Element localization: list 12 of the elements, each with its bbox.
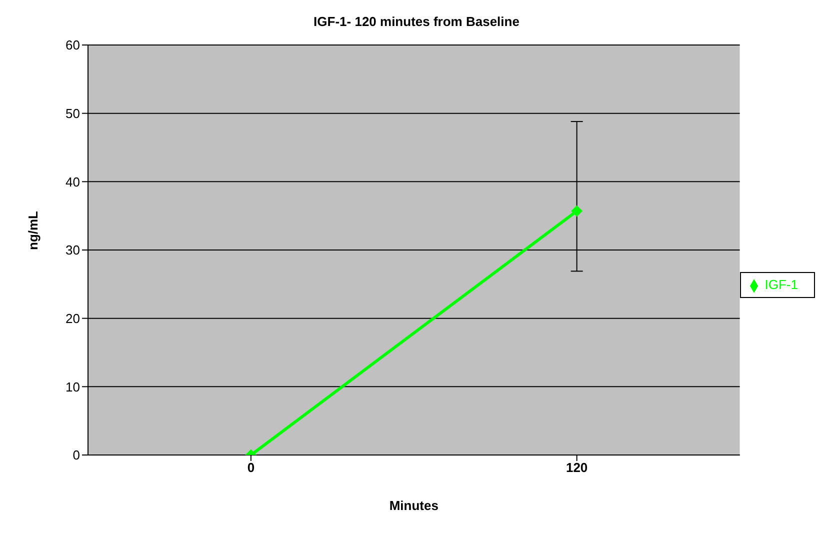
y-tick-label: 30 <box>66 242 80 258</box>
y-tick-label: 20 <box>66 310 80 326</box>
y-tick-label: 60 <box>66 38 80 53</box>
y-tick-label: 40 <box>66 174 80 190</box>
y-tick-label: 50 <box>66 106 80 121</box>
y-axis-title: ng/mL <box>26 210 41 250</box>
chart-title: IGF-1- 120 minutes from Baseline <box>312 14 520 29</box>
y-tick-label: 10 <box>66 379 80 394</box>
x-axis-title: Minutes <box>389 498 438 513</box>
y-tick-label: 0 <box>72 448 80 463</box>
x-tick-label: 120 <box>566 460 588 476</box>
legend-label: IGF-1 <box>764 277 798 292</box>
